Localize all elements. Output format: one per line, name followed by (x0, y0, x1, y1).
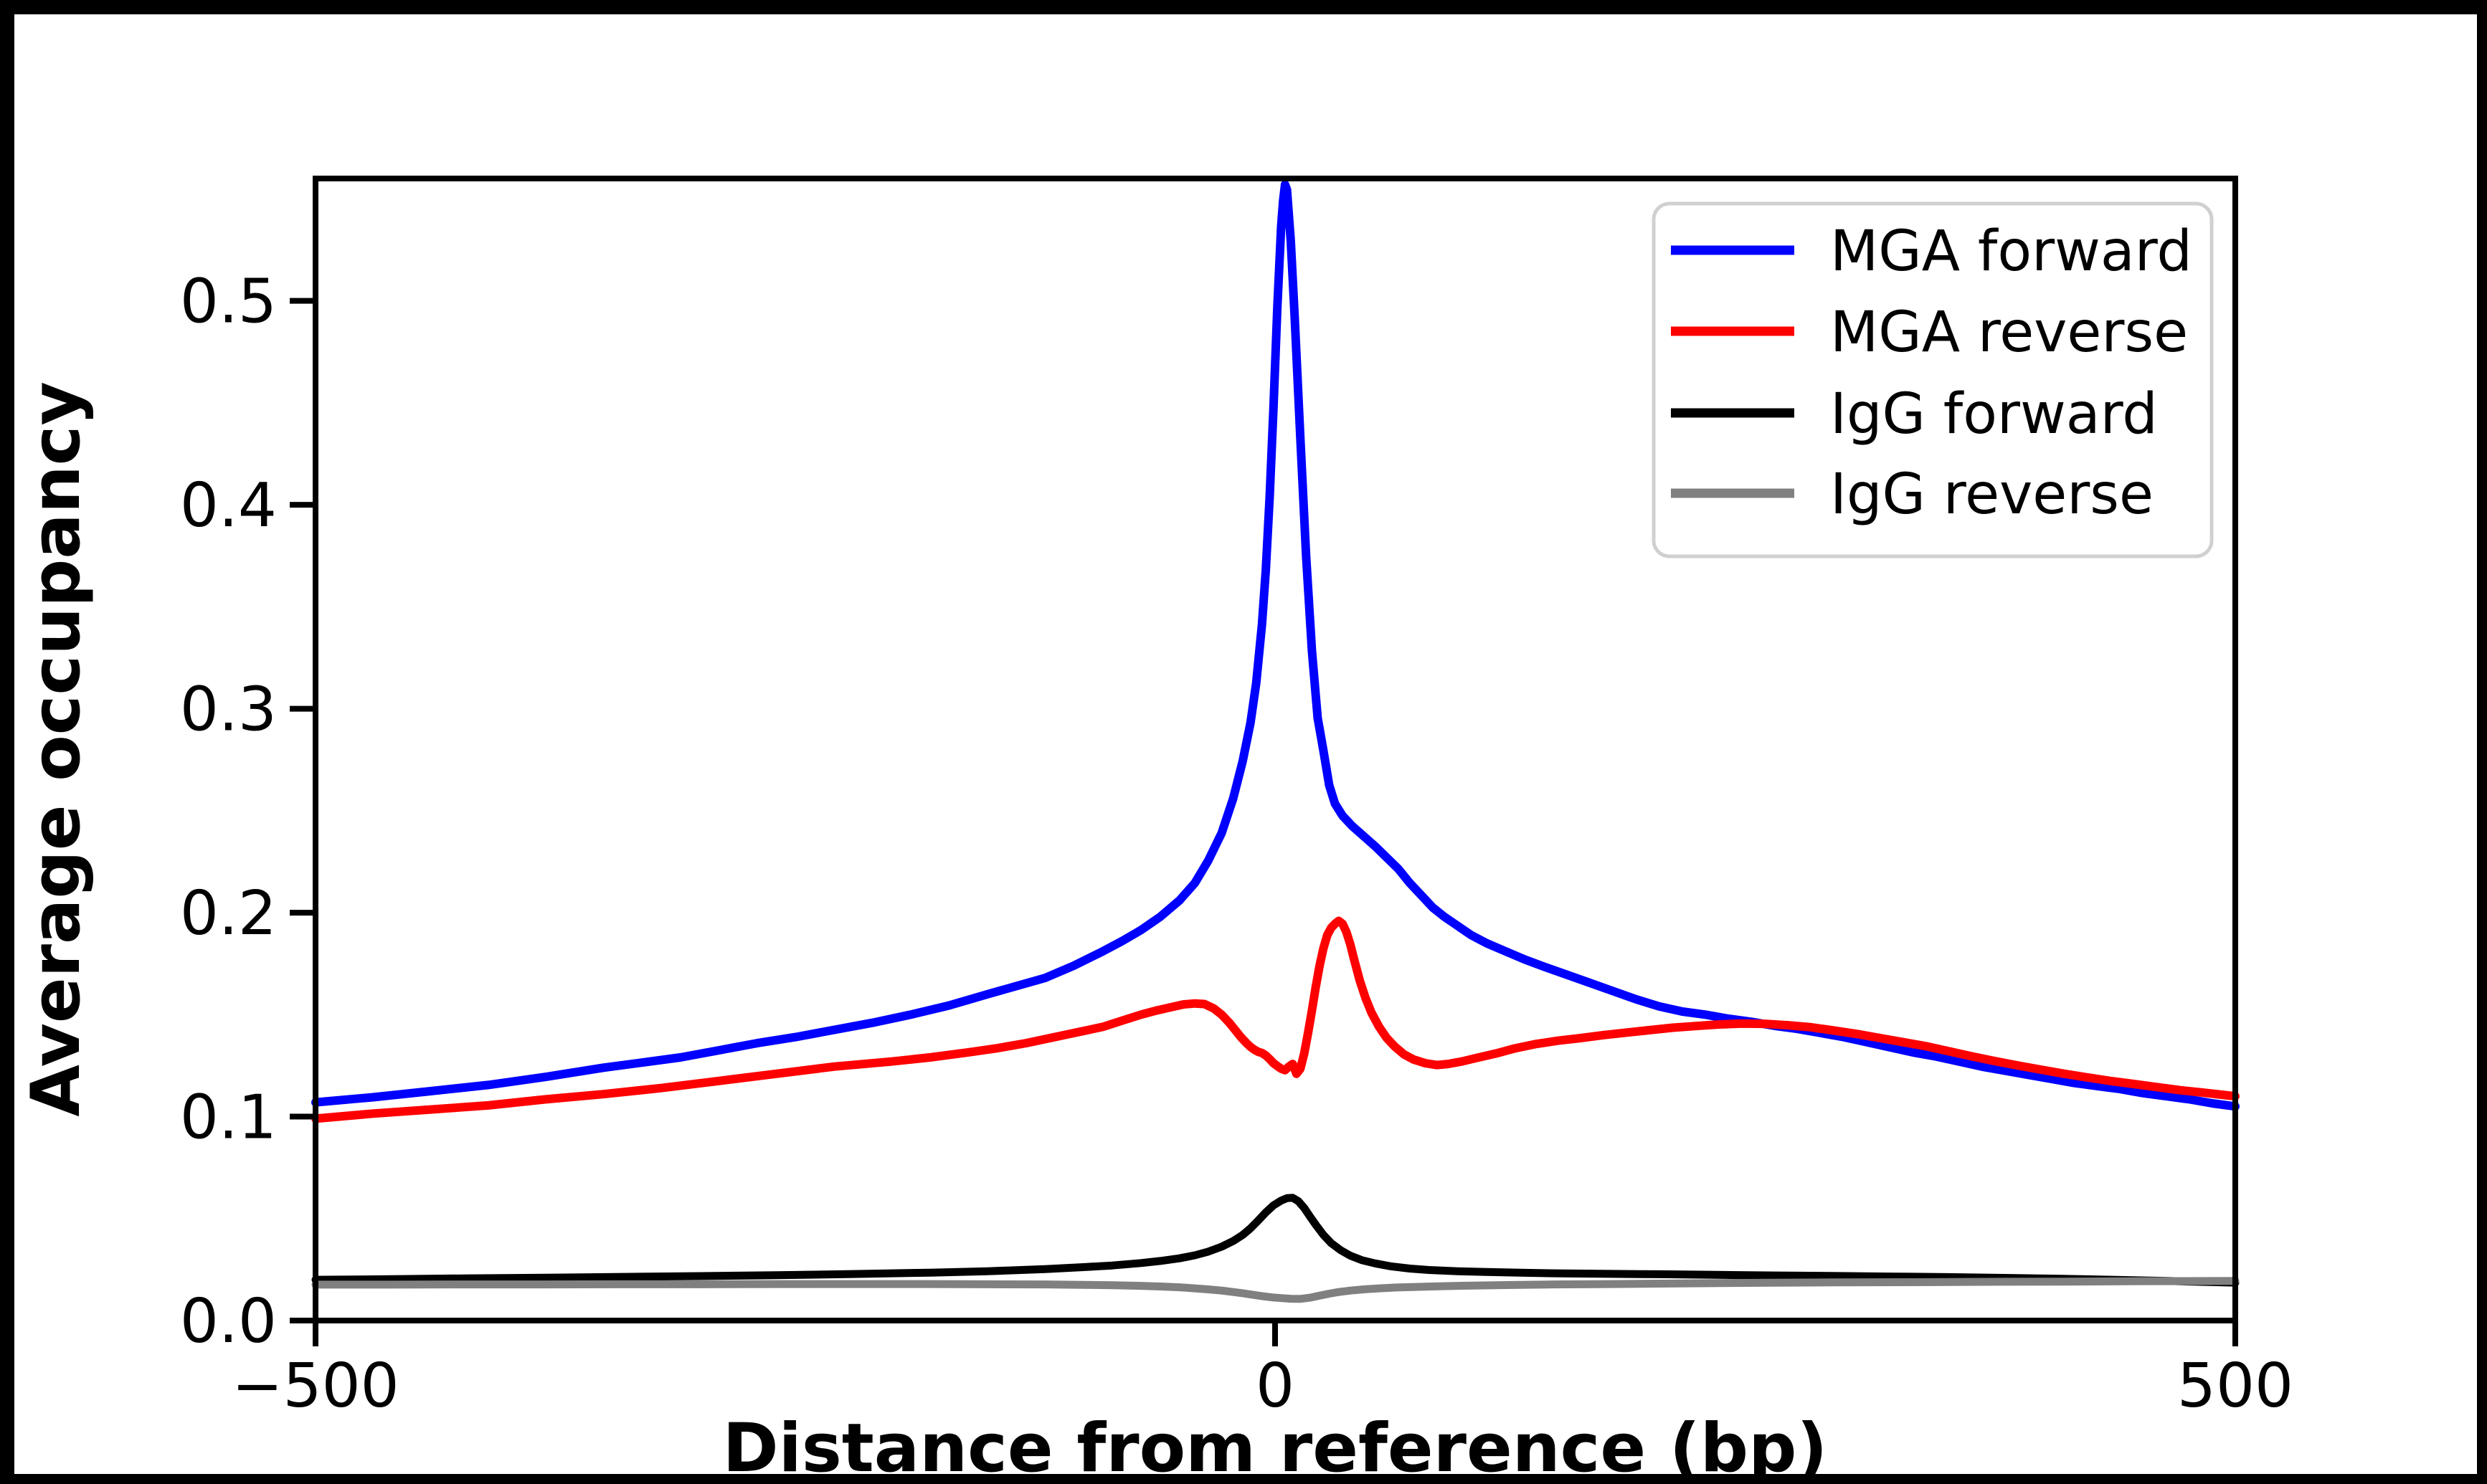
legend-label-igg-reverse: IgG reverse (1830, 462, 2154, 527)
y-axis-label: Average occupancy (17, 381, 95, 1117)
legend-box (1652, 201, 2214, 558)
x-axis-label: Distance from reference (bp) (723, 1409, 1828, 1484)
y-tick-labels: 0.0 0.1 0.2 0.3 0.4 0.5 (180, 267, 277, 1357)
x-tick-label-minus500: −500 (232, 1351, 399, 1422)
legend-row-igg-forward: IgG forward (1671, 382, 2158, 447)
y-tick-label-0.3: 0.3 (180, 675, 277, 746)
y-tick-label-0.4: 0.4 (180, 470, 277, 541)
legend-label-mga-forward: MGA forward (1830, 219, 2192, 284)
y-tick-marks (290, 298, 313, 1323)
line-mga-forward (311, 180, 2240, 1111)
y-tick-label-0.2: 0.2 (180, 878, 277, 949)
x-tick-label-500: 500 (2177, 1351, 2293, 1422)
line-mga-reverse (311, 916, 2240, 1123)
line-igg-reverse (311, 1277, 2240, 1303)
legend-row-mga-forward: MGA forward (1671, 219, 2192, 284)
axes-spines (313, 176, 2238, 1323)
x-tick-label-0: 0 (1256, 1351, 1294, 1422)
line-igg-forward (311, 1194, 2240, 1287)
legend-row-igg-reverse: IgG reverse (1671, 462, 2154, 527)
y-tick-label-0.5: 0.5 (180, 267, 277, 338)
x-tick-marks (313, 1323, 2238, 1346)
legend-label-mga-reverse: MGA reverse (1830, 300, 2188, 365)
plot-lines (311, 180, 2240, 1303)
legend-row-mga-reverse: MGA reverse (1671, 300, 2188, 365)
y-tick-label-0.1: 0.1 (180, 1083, 277, 1154)
legend-label-igg-forward: IgG forward (1830, 382, 2158, 447)
x-tick-labels: −500 0 500 (232, 1351, 2293, 1422)
y-tick-label-0.0: 0.0 (180, 1286, 277, 1357)
legend: MGA forward MGA reverse IgG forward IgG … (1652, 201, 2214, 558)
